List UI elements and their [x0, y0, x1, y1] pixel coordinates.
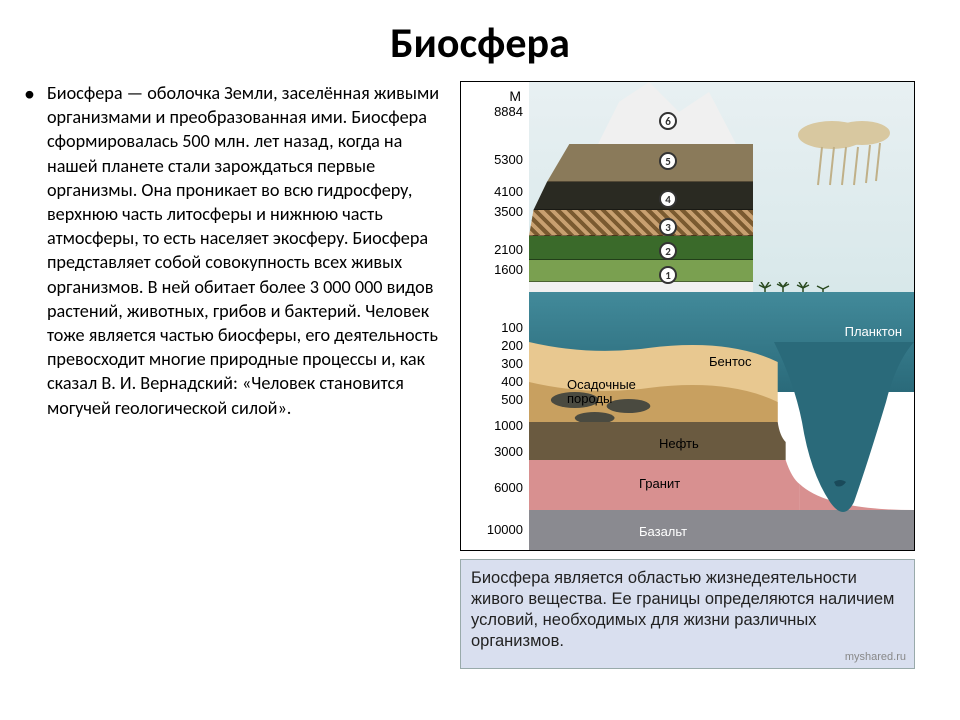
deep-sea-trench — [774, 342, 914, 550]
zone-marker: 6 — [659, 112, 677, 130]
plankton-label: Планктон — [845, 324, 902, 339]
axis-tick: 10000 — [487, 522, 523, 537]
rain-cloud-icon — [792, 117, 902, 187]
benthos-label: Бентос — [709, 354, 751, 369]
diagram-scene: 6 5 4 3 2 1 — [529, 82, 914, 550]
sedimentary-label: Осадочные породы — [567, 378, 657, 407]
zone-marker: 1 — [659, 266, 677, 284]
diagram-caption: Биосфера является областью жизнедеятельн… — [460, 559, 915, 669]
oil-label: Нефть — [659, 436, 699, 451]
axis-tick: 500 — [501, 392, 523, 407]
zone-marker: 2 — [659, 242, 677, 260]
axis-unit-label: М — [509, 88, 521, 104]
body-paragraph: Биосфера — оболочка Земли, заселённая жи… — [47, 81, 442, 420]
axis-tick: 1000 — [494, 418, 523, 433]
axis-tick: 3000 — [494, 444, 523, 459]
axis-tick: 3500 — [494, 204, 523, 219]
axis-tick: 400 — [501, 374, 523, 389]
diagram-column: М 8884 5300 4100 3500 2100 1600 100 200 300 400 50… — [460, 81, 936, 669]
axis-tick: 100 — [501, 320, 523, 335]
bullet-item: • Биосфера — оболочка Земли, заселённая … — [24, 81, 442, 420]
text-column: • Биосфера — оболочка Земли, заселённая … — [24, 81, 442, 669]
zone-marker: 4 — [659, 190, 677, 208]
axis-tick: 300 — [501, 356, 523, 371]
slide: Биосфера • Биосфера — оболочка Земли, за… — [0, 0, 960, 720]
axis-tick: 8884 — [494, 104, 523, 119]
axis-tick: 1600 — [494, 262, 523, 277]
source-watermark: myshared.ru — [845, 650, 906, 664]
axis-tick: 5300 — [494, 152, 523, 167]
biosphere-cross-section-diagram: М 8884 5300 4100 3500 2100 1600 100 200 300 400 50… — [460, 81, 915, 551]
axis-tick: 6000 — [494, 480, 523, 495]
subalpine-dark-band — [529, 182, 753, 210]
two-column-layout: • Биосфера — оболочка Земли, заселённая … — [24, 81, 936, 669]
depth-axis: М 8884 5300 4100 3500 2100 1600 100 200 300 400 50… — [461, 82, 529, 550]
granite-label: Гранит — [639, 476, 680, 491]
page-title: Биосфера — [24, 18, 936, 69]
bullet-dot-icon: • — [24, 83, 35, 105]
caption-text: Биосфера является областью жизнедеятельн… — [471, 569, 894, 650]
axis-tick: 200 — [501, 338, 523, 353]
basalt-label: Базальт — [639, 524, 687, 539]
axis-tick: 2100 — [494, 242, 523, 257]
hatched-band — [529, 210, 753, 236]
lowland-band — [529, 260, 753, 282]
axis-tick: 4100 — [494, 184, 523, 199]
zone-marker: 5 — [659, 152, 677, 170]
zone-marker: 3 — [659, 218, 677, 236]
forest-band — [529, 236, 753, 260]
